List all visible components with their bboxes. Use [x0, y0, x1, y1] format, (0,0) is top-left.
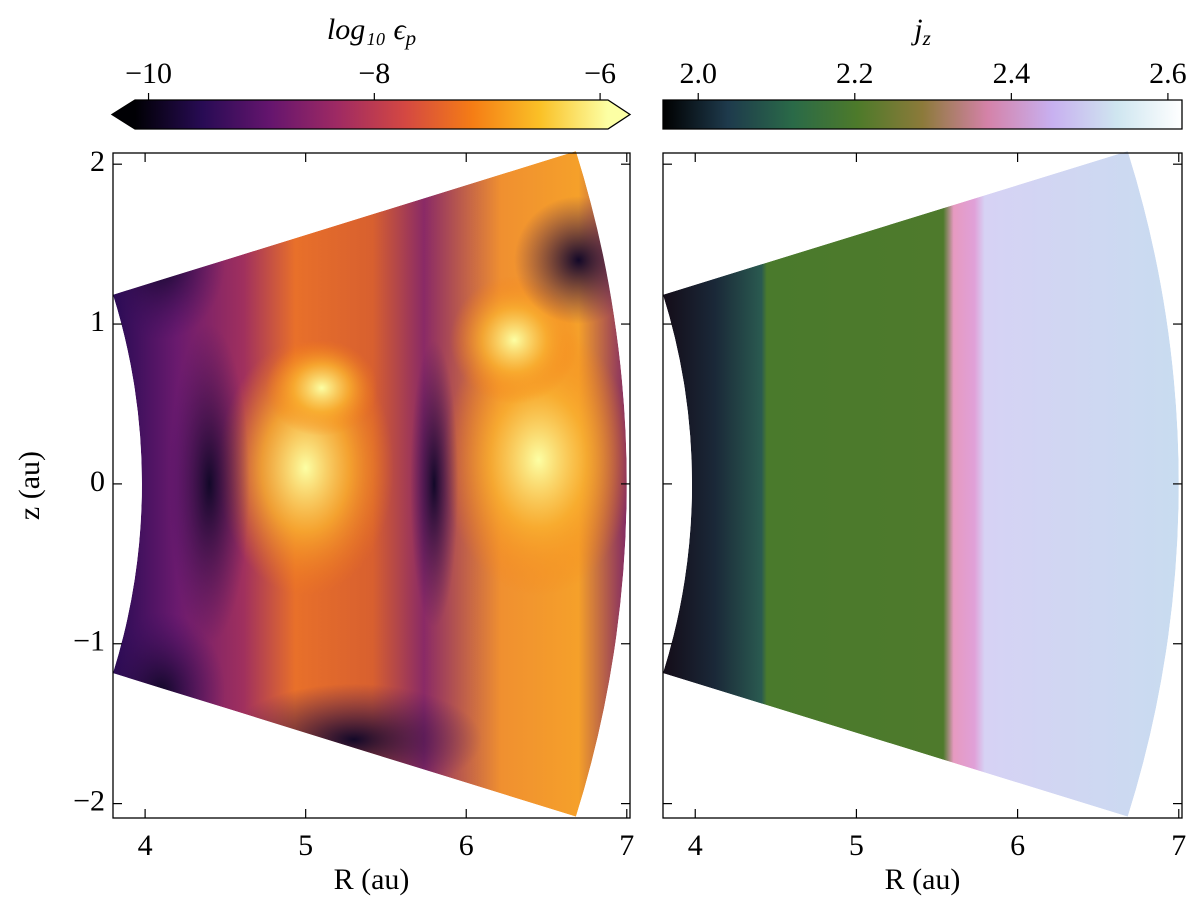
- colorbar-outline: [662, 99, 1183, 130]
- x-axis-label: R (au): [334, 863, 410, 896]
- colorbar-tick-label: 2.6: [1149, 57, 1187, 90]
- y-tick-label: 0: [90, 465, 105, 498]
- colorbar-label: log₁₀ ϵp: [327, 13, 416, 50]
- x-axis-label: R (au): [885, 863, 961, 896]
- y-tick-label: 1: [90, 305, 105, 338]
- field: [662, 151, 1179, 817]
- colorbar-tick-label: 2.4: [993, 57, 1031, 90]
- glow: [265, 340, 378, 436]
- x-tick-label: 6: [1010, 829, 1025, 862]
- y-tick-label: −2: [73, 785, 105, 818]
- colorbar-label-subscript: p: [404, 26, 417, 50]
- field-image: [662, 151, 1179, 817]
- dark-region: [514, 196, 627, 325]
- x-tick-label: 6: [459, 829, 474, 862]
- colorbar-tick-label: 2.2: [836, 57, 874, 90]
- frame: [662, 152, 1183, 819]
- colorbar-outline: [110, 99, 632, 130]
- colorbar-tick-label: −8: [358, 57, 390, 90]
- dark-region: [169, 324, 250, 644]
- x-tick-label: 5: [849, 829, 864, 862]
- x-tick-label: 4: [688, 829, 703, 862]
- x-tick-label: 7: [619, 829, 634, 862]
- colorbar: [135, 100, 608, 129]
- dark-region: [225, 683, 483, 796]
- field: [112, 151, 627, 817]
- colorbar-extend: [608, 100, 630, 129]
- x-tick-label: 7: [1171, 829, 1186, 862]
- x-tick-label: 5: [298, 829, 313, 862]
- dark-region: [112, 180, 226, 341]
- y-tick-label: −1: [73, 625, 105, 658]
- y-tick-label: 2: [90, 145, 105, 178]
- x-tick-label: 4: [138, 829, 153, 862]
- colorbar-label-main: j: [910, 13, 922, 46]
- colorbar-label-subscript: z: [922, 26, 931, 50]
- colorbar-label-main: log₁₀ ϵ: [327, 13, 408, 46]
- colorbar-tick-label: −10: [125, 57, 172, 90]
- y-axis-label: z (au): [13, 451, 46, 520]
- colorbar-label: jz: [910, 13, 931, 50]
- colorbar-tick-label: 2.0: [679, 57, 717, 90]
- frame: [112, 152, 631, 819]
- colorbar: [663, 100, 1182, 129]
- colorbar-tick-label: −6: [584, 57, 616, 90]
- dark-region: [410, 340, 459, 628]
- colorbar-extend: [112, 100, 135, 129]
